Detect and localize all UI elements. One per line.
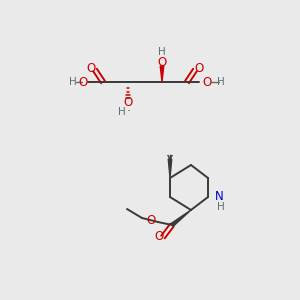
Text: O: O <box>158 56 166 68</box>
Text: O: O <box>154 230 164 244</box>
Text: O: O <box>78 76 88 88</box>
Text: O: O <box>123 95 133 109</box>
Text: O: O <box>86 62 96 76</box>
Text: H: H <box>69 77 77 87</box>
Text: H: H <box>217 77 225 87</box>
Text: N: N <box>215 190 224 203</box>
Text: O: O <box>194 62 204 76</box>
Text: O: O <box>202 76 211 88</box>
Text: H: H <box>158 47 166 57</box>
Text: O: O <box>146 214 156 226</box>
Text: ·: · <box>127 106 131 118</box>
Text: H: H <box>217 202 225 212</box>
Polygon shape <box>171 210 191 226</box>
Polygon shape <box>168 159 172 178</box>
Text: H: H <box>118 107 126 117</box>
Polygon shape <box>160 66 164 82</box>
